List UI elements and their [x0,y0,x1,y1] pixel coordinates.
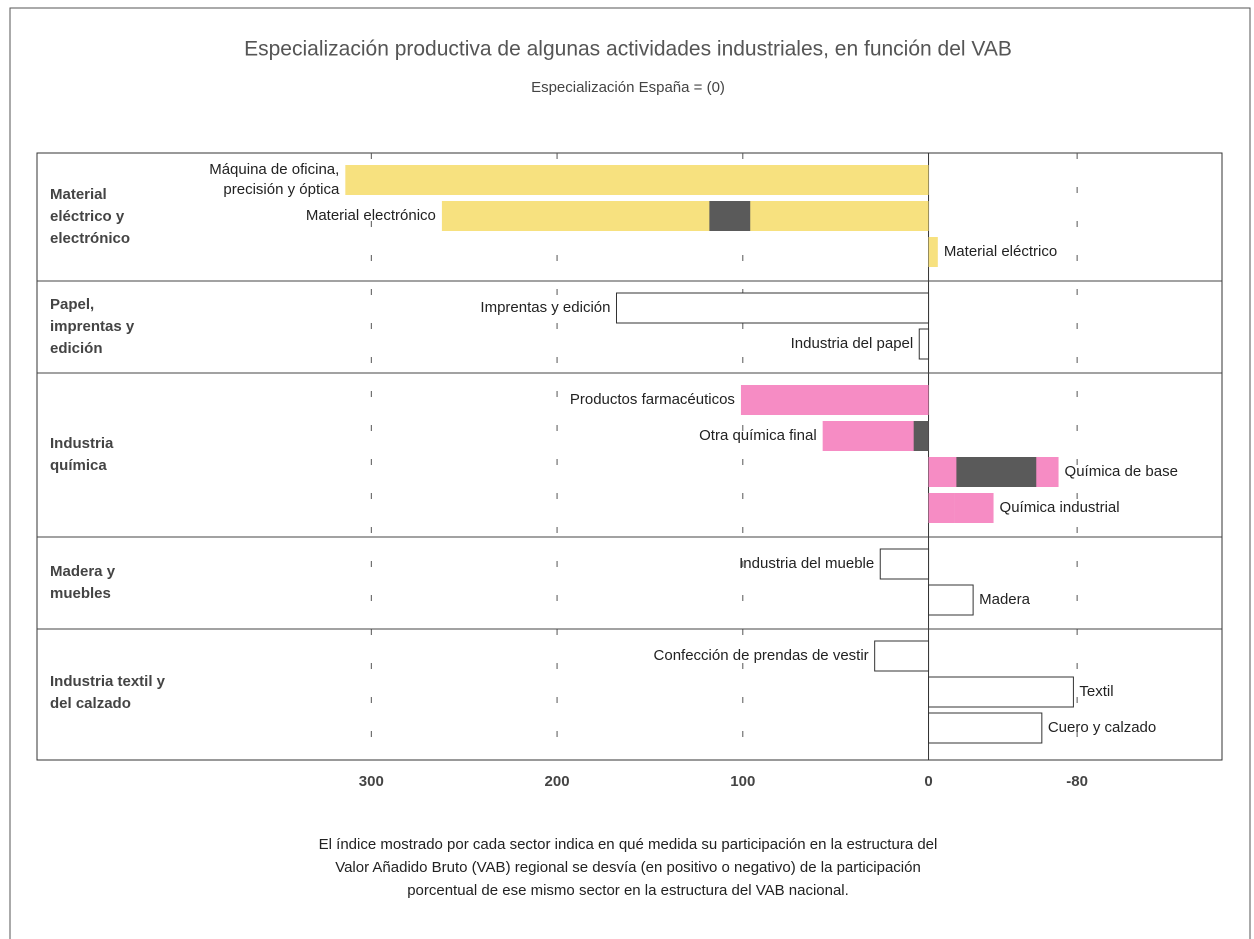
chart-title: Especialización productiva de algunas ac… [244,38,1012,61]
bar-segment [345,165,929,195]
bar-label: Industria del papel [791,335,914,352]
group-label: imprentas y [50,318,135,335]
bar-label: Máquina de oficina, [209,161,339,178]
bar-label: precisión y óptica [223,181,340,198]
x-tick-label: 300 [359,773,384,790]
bar-segment [822,421,929,451]
bar-label: Material electrónico [306,207,436,224]
bar-segment [928,237,938,267]
bar-segment [740,385,929,415]
group-label: Material [50,186,107,203]
plot-area [36,152,1223,761]
bar-segment [874,640,930,672]
bar-segment [918,328,930,360]
bar-label: Material eléctrico [944,243,1057,260]
bar-segment [928,584,974,616]
footnote: Valor Añadido Bruto (VAB) regional se de… [335,859,921,876]
group-label: Madera y [50,563,116,580]
bar-segment [709,201,751,231]
bar-segment [956,457,1037,487]
bar-label: Química de base [1065,463,1178,480]
bar-segment [615,292,930,324]
group-label: Papel, [50,296,94,313]
bar-label: Productos farmacéuticos [570,391,735,408]
bar-label: Química industrial [1000,499,1120,516]
x-tick-label: 200 [545,773,570,790]
bar-label: Confección de prendas de vestir [654,647,869,664]
bar-segment [879,548,930,580]
bar-label: Industria del mueble [739,555,874,572]
group-label: Industria textil y [50,673,166,690]
bar-label: Otra química final [699,427,817,444]
bar-segment [928,712,1043,744]
x-tick-label: -80 [1066,773,1088,790]
group-label: muebles [50,585,111,602]
bar-label: Madera [979,591,1031,608]
group-label: Industria [50,435,114,452]
frame [9,7,1251,939]
bar-segment [954,493,994,523]
bar-label: Imprentas y edición [480,299,610,316]
footnote: porcentual de ese mismo sector en la est… [407,882,849,899]
bar-label: Textil [1079,683,1113,700]
group-label: eléctrico y [50,208,125,225]
group-label: edición [50,340,103,357]
footnote: El índice mostrado por cada sector indic… [319,836,938,853]
group-label: química [50,457,107,474]
group-label: del calzado [50,695,131,712]
x-tick-label: 100 [730,773,755,790]
group-label: electrónico [50,230,130,247]
chart-subtitle: Especialización España = (0) [531,79,725,96]
bar-segment [913,421,929,451]
x-tick-label: 0 [924,773,932,790]
bar-segment [441,201,929,231]
bar-segment [928,676,1074,708]
bar-segment [928,493,955,523]
bar-label: Cuero y calzado [1048,719,1156,736]
